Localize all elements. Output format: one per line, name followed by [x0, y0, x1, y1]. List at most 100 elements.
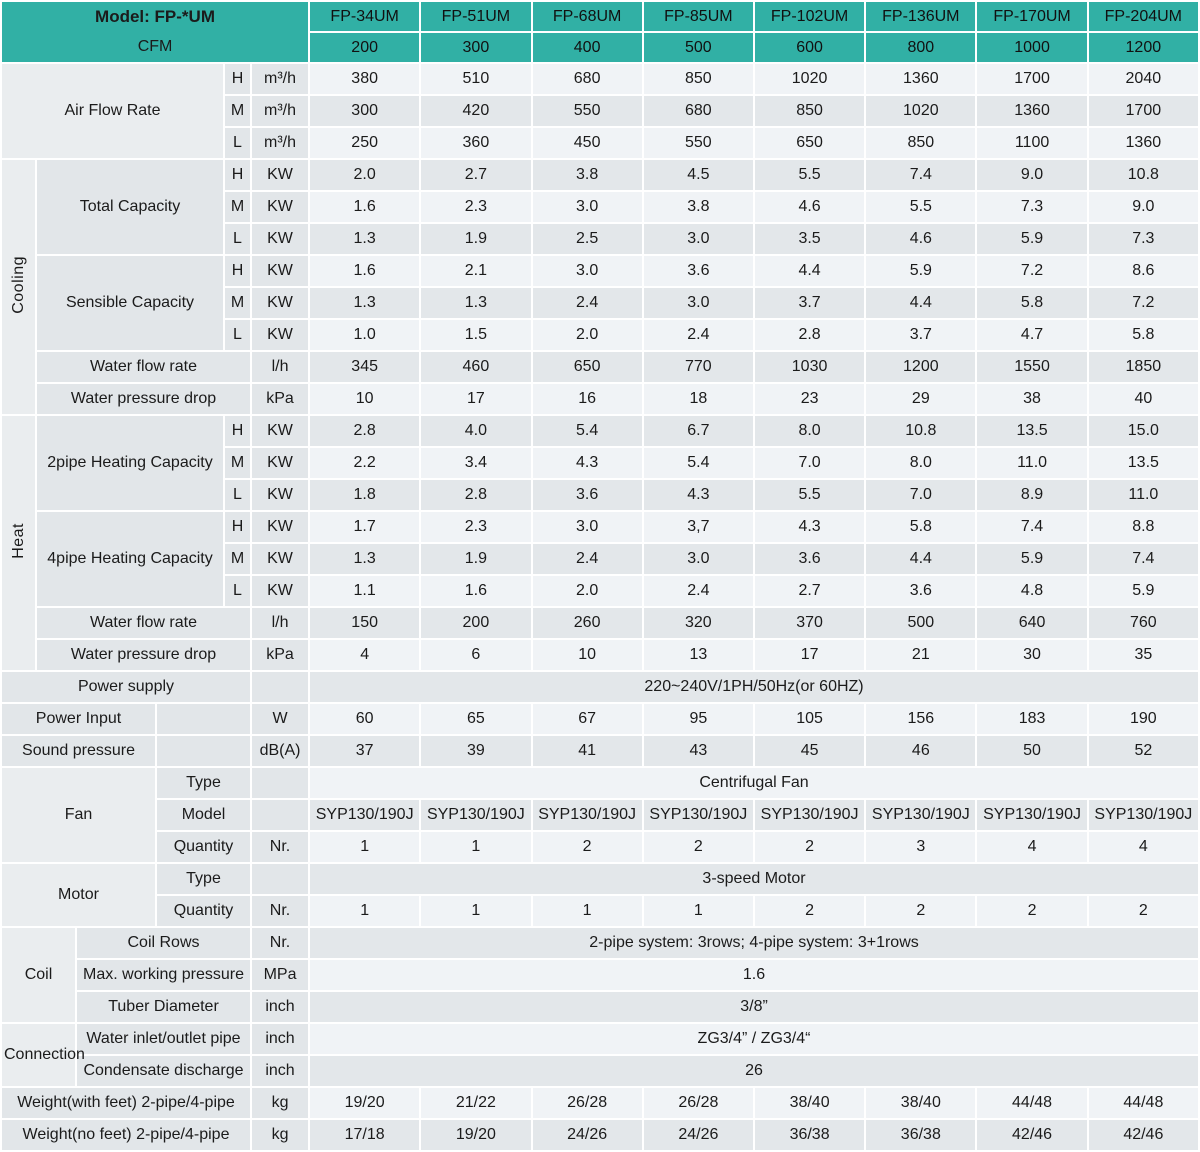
empty-cell [249, 766, 311, 800]
unit-label: MPa [249, 958, 311, 992]
value-cell: 1700 [1086, 94, 1200, 128]
unit-label: KW [249, 190, 311, 224]
value-cell: 36/38 [864, 1118, 978, 1152]
speed-label: M [223, 446, 252, 480]
value-cell: 7.3 [975, 190, 1089, 224]
value-cell: 3.0 [530, 254, 644, 288]
value-cell: 67 [530, 702, 644, 736]
value-cell: 1850 [1086, 350, 1200, 384]
tuber-diameter-value: 3/8” [308, 990, 1200, 1024]
value-cell: 2.5 [530, 222, 644, 256]
value-cell: 1 [530, 894, 644, 928]
value-cell: 1100 [975, 126, 1089, 160]
value-cell: 5.9 [864, 254, 978, 288]
value-cell: 2 [752, 830, 867, 864]
value-cell: 8.0 [752, 414, 867, 448]
speed-label: L [223, 574, 252, 608]
value-cell: SYP130/190J [975, 798, 1089, 832]
value-cell: 4 [308, 638, 422, 672]
value-cell: 1020 [864, 94, 978, 128]
cfm-header-cell: 400 [530, 31, 644, 64]
value-cell: 320 [641, 606, 755, 640]
unit-label: l/h [249, 606, 311, 640]
value-cell: 26/28 [530, 1086, 644, 1120]
value-cell: SYP130/190J [1086, 798, 1200, 832]
value-cell: 1550 [975, 350, 1089, 384]
value-cell: 3,7 [641, 510, 755, 544]
value-cell: 2 [1086, 894, 1200, 928]
value-cell: 5.5 [752, 158, 867, 192]
value-cell: 7.0 [864, 478, 978, 512]
row-cooling-sensible-l: L KW 1.0 1.5 2.0 2.4 2.8 3.7 4.7 5.8 [1, 318, 1200, 352]
value-cell: 15.0 [1086, 414, 1200, 448]
value-cell: 4.6 [752, 190, 867, 224]
row-heat-2pipe-l: L KW 1.8 2.8 3.6 4.3 5.5 7.0 8.9 11.0 [1, 478, 1200, 512]
value-cell: 3.0 [641, 222, 755, 256]
value-cell: 2.8 [752, 318, 867, 352]
unit-label: m³/h [249, 62, 311, 96]
value-cell: 2 [975, 894, 1089, 928]
value-cell: 850 [641, 62, 755, 96]
row-connection-inlet-outlet: Connection Water inlet/outlet pipe inch … [0, 1022, 1200, 1088]
value-cell: 640 [975, 606, 1089, 640]
unit-label: KW [249, 222, 311, 256]
group-label-cooling: Cooling [0, 158, 37, 416]
value-cell: 3.0 [641, 286, 755, 320]
unit-label: W [249, 702, 311, 736]
value-cell: 5.4 [530, 414, 644, 448]
value-cell: 65 [419, 702, 533, 736]
value-cell: 10 [308, 382, 422, 416]
value-cell: 1.5 [419, 318, 533, 352]
value-cell: 45 [752, 734, 867, 768]
row-label-condensate-discharge: Condensate discharge [75, 1054, 252, 1088]
value-cell: 1030 [752, 350, 867, 384]
empty-cell [249, 862, 311, 896]
value-cell: 680 [530, 62, 644, 96]
value-cell: 23 [752, 382, 867, 416]
value-cell: 18 [641, 382, 755, 416]
value-cell: 38/40 [864, 1086, 978, 1120]
value-cell: 2.4 [641, 318, 755, 352]
row-coil-max-pressure: Max. working pressure MPa 1.6 [1, 958, 1200, 992]
row-heat-water-pressure: Water pressure drop kPa 4 6 10 13 17 21 30 35 [1, 638, 1200, 672]
value-cell: 4.0 [419, 414, 533, 448]
value-cell: 156 [864, 702, 978, 736]
row-label-water-pressure-drop: Water pressure drop [35, 638, 252, 672]
row-label-sound-pressure: Sound pressure [0, 734, 157, 768]
row-heat-4pipe-m: M KW 1.3 1.9 2.4 3.0 3.6 4.4 5.9 7.4 [1, 542, 1200, 576]
row-label-weight-no-feet: Weight(no feet) 2-pipe/4-pipe [0, 1118, 252, 1152]
unit-label: kPa [249, 638, 311, 672]
value-cell: 16 [530, 382, 644, 416]
value-cell: 1020 [752, 62, 867, 96]
row-heat-2pipe-m: M KW 2.2 3.4 4.3 5.4 7.0 8.0 11.0 13.5 [1, 446, 1200, 480]
value-cell: 13.5 [1086, 446, 1200, 480]
cooling-vertical-label: Cooling [9, 255, 27, 314]
value-cell: 3.8 [530, 158, 644, 192]
value-cell: 680 [641, 94, 755, 128]
row-label-sensible-capacity: Sensible Capacity [35, 254, 225, 352]
value-cell: 2.8 [308, 414, 422, 448]
cfm-header-cell: 600 [752, 31, 867, 64]
value-cell: 19/20 [419, 1118, 533, 1152]
row-motor-type: Motor Type 3-speed Motor [0, 862, 1200, 928]
value-cell: 46 [864, 734, 978, 768]
value-cell: 380 [308, 62, 422, 96]
row-coil-tuber-diameter: Tuber Diameter inch 3/8” [1, 990, 1200, 1024]
value-cell: 3.6 [641, 254, 755, 288]
model-header-cell: FP-34UM [308, 0, 422, 33]
value-cell: 4 [975, 830, 1089, 864]
value-cell: 2.2 [308, 446, 422, 480]
cfm-header-cell: 1200 [1086, 31, 1200, 64]
row-air-flow-h: Air Flow Rate H m³/h 380 510 680 850 1020 136… [0, 62, 1200, 160]
row-label-motor-type: Type [155, 862, 252, 896]
value-cell: 2 [752, 894, 867, 928]
model-header-cell: FP-170UM [975, 0, 1089, 33]
value-cell: 1.3 [308, 286, 422, 320]
row-power-input: Power Input W 60 65 67 95 105 156 183 190 [0, 702, 1200, 736]
value-cell: 3.8 [641, 190, 755, 224]
value-cell: 2.0 [308, 158, 422, 192]
row-label-tuber-diameter: Tuber Diameter [75, 990, 252, 1024]
row-label-coil-rows: Coil Rows [75, 926, 252, 960]
group-label-heat: Heat [0, 414, 37, 672]
